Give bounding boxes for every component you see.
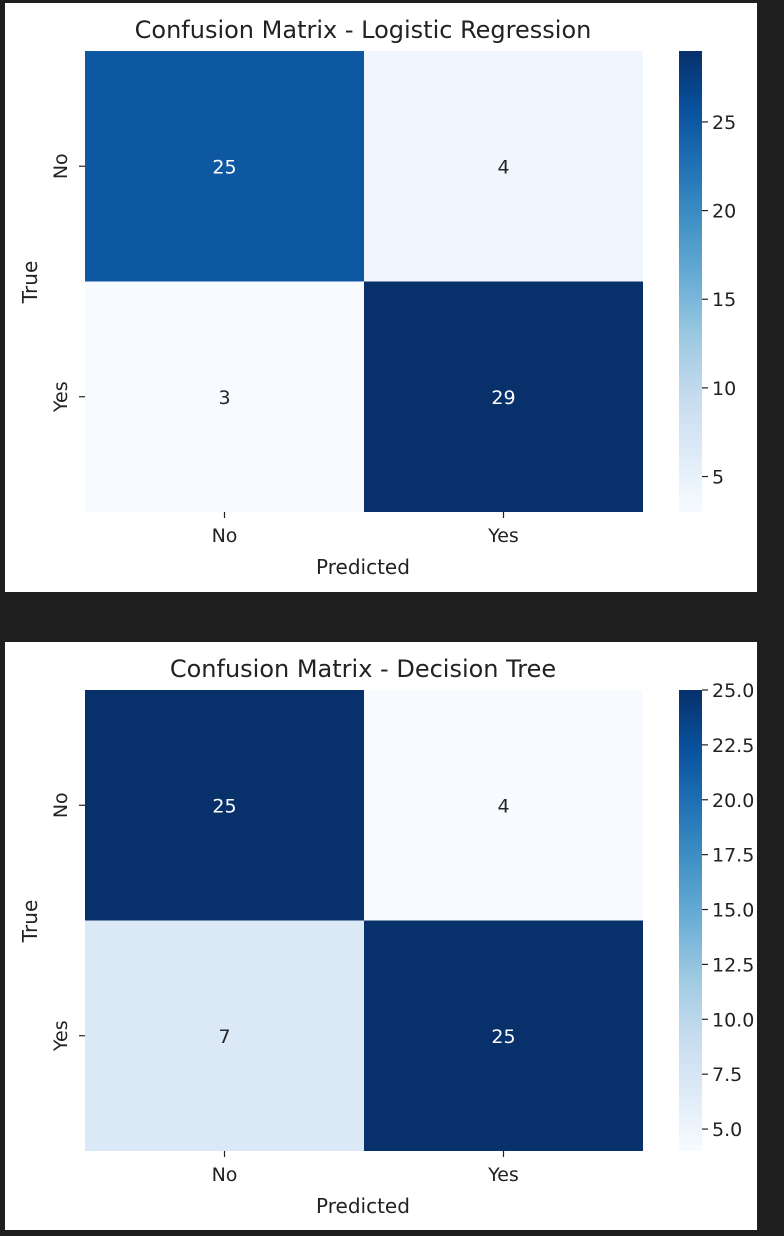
colorbar-tick-label: 7.5 [712, 1064, 742, 1086]
colorbar-tick-label: 25.0 [712, 680, 754, 702]
colorbar-tick-label: 5.0 [712, 1119, 742, 1141]
chart-title: Confusion Matrix - Logistic Regression [135, 16, 592, 44]
colorbar-tick-label: 20.0 [712, 790, 754, 812]
x-axis-label: Predicted [316, 1194, 410, 1218]
cell-no-yes [364, 690, 643, 921]
cell-value-label: 7 [218, 1026, 230, 1048]
y-axis-label: True [18, 261, 42, 304]
cell-value-label: 25 [212, 795, 236, 817]
cell-value-label: 4 [497, 156, 509, 178]
y-tick-labels: No Yes [50, 153, 85, 413]
heatmap-chart-2: Confusion Matrix - Decision Tree 25 4 7 25 … [18, 655, 754, 1218]
cell-value-label: 3 [218, 387, 230, 409]
x-tick-label: Yes [487, 525, 519, 547]
colorbar-tick-label: 5 [712, 467, 724, 489]
cell-no-no [85, 51, 364, 282]
x-tick-label: Yes [487, 1164, 519, 1186]
colorbar-ticks: 5.0 7.5 10.0 12.5 15.0 17.5 20.0 22.5 25.0 [702, 680, 754, 1141]
confusion-matrix-decision-tree-panel: Confusion Matrix - Decision Tree 25 4 7 25 … [5, 642, 757, 1230]
y-tick-labels: No Yes [50, 792, 85, 1052]
y-tick-label: No [50, 153, 72, 179]
cell-value-label: 25 [491, 1026, 515, 1048]
y-axis-label: True [18, 900, 42, 943]
x-tick-label: No [212, 525, 238, 547]
colorbar-tick-label: 25 [712, 112, 736, 134]
cell-yes-yes [364, 281, 643, 512]
colorbar-tick-label: 10.0 [712, 1009, 754, 1031]
colorbar-tick-label: 22.5 [712, 735, 754, 757]
colorbar [679, 51, 702, 512]
colorbar-tick-label: 15.0 [712, 900, 754, 922]
cell-value-label: 29 [491, 387, 515, 409]
heatmap-chart-1: Confusion Matrix - Logistic Regression 2… [18, 16, 736, 579]
heatmap-cells: 25 4 3 29 [85, 51, 643, 512]
chart-title: Confusion Matrix - Decision Tree [170, 655, 556, 683]
cell-yes-no [85, 920, 364, 1151]
colorbar-tick-label: 12.5 [712, 954, 754, 976]
y-tick-label: No [50, 792, 72, 818]
colorbar-tick-label: 15 [712, 289, 736, 311]
colorbar-ticks: 5 10 15 20 25 [702, 112, 736, 489]
cell-no-no [85, 690, 364, 921]
heatmap-cells: 25 4 7 25 [85, 690, 643, 1151]
x-axis-label: Predicted [316, 555, 410, 579]
cell-value-label: 4 [497, 795, 509, 817]
cell-yes-no [85, 281, 364, 512]
colorbar-tick-label: 20 [712, 201, 736, 223]
y-tick-label: Yes [50, 381, 72, 413]
cell-yes-yes [364, 920, 643, 1151]
colorbar-tick-label: 17.5 [712, 845, 754, 867]
x-tick-label: No [212, 1164, 238, 1186]
colorbar-tick-label: 10 [712, 378, 736, 400]
x-tick-labels: No Yes [212, 1151, 519, 1186]
cell-no-yes [364, 51, 643, 282]
confusion-matrix-logistic-regression-panel: Confusion Matrix - Logistic Regression 2… [5, 3, 757, 592]
colorbar [679, 690, 702, 1151]
y-tick-label: Yes [50, 1020, 72, 1052]
x-tick-labels: No Yes [212, 512, 519, 547]
cell-value-label: 25 [212, 156, 236, 178]
